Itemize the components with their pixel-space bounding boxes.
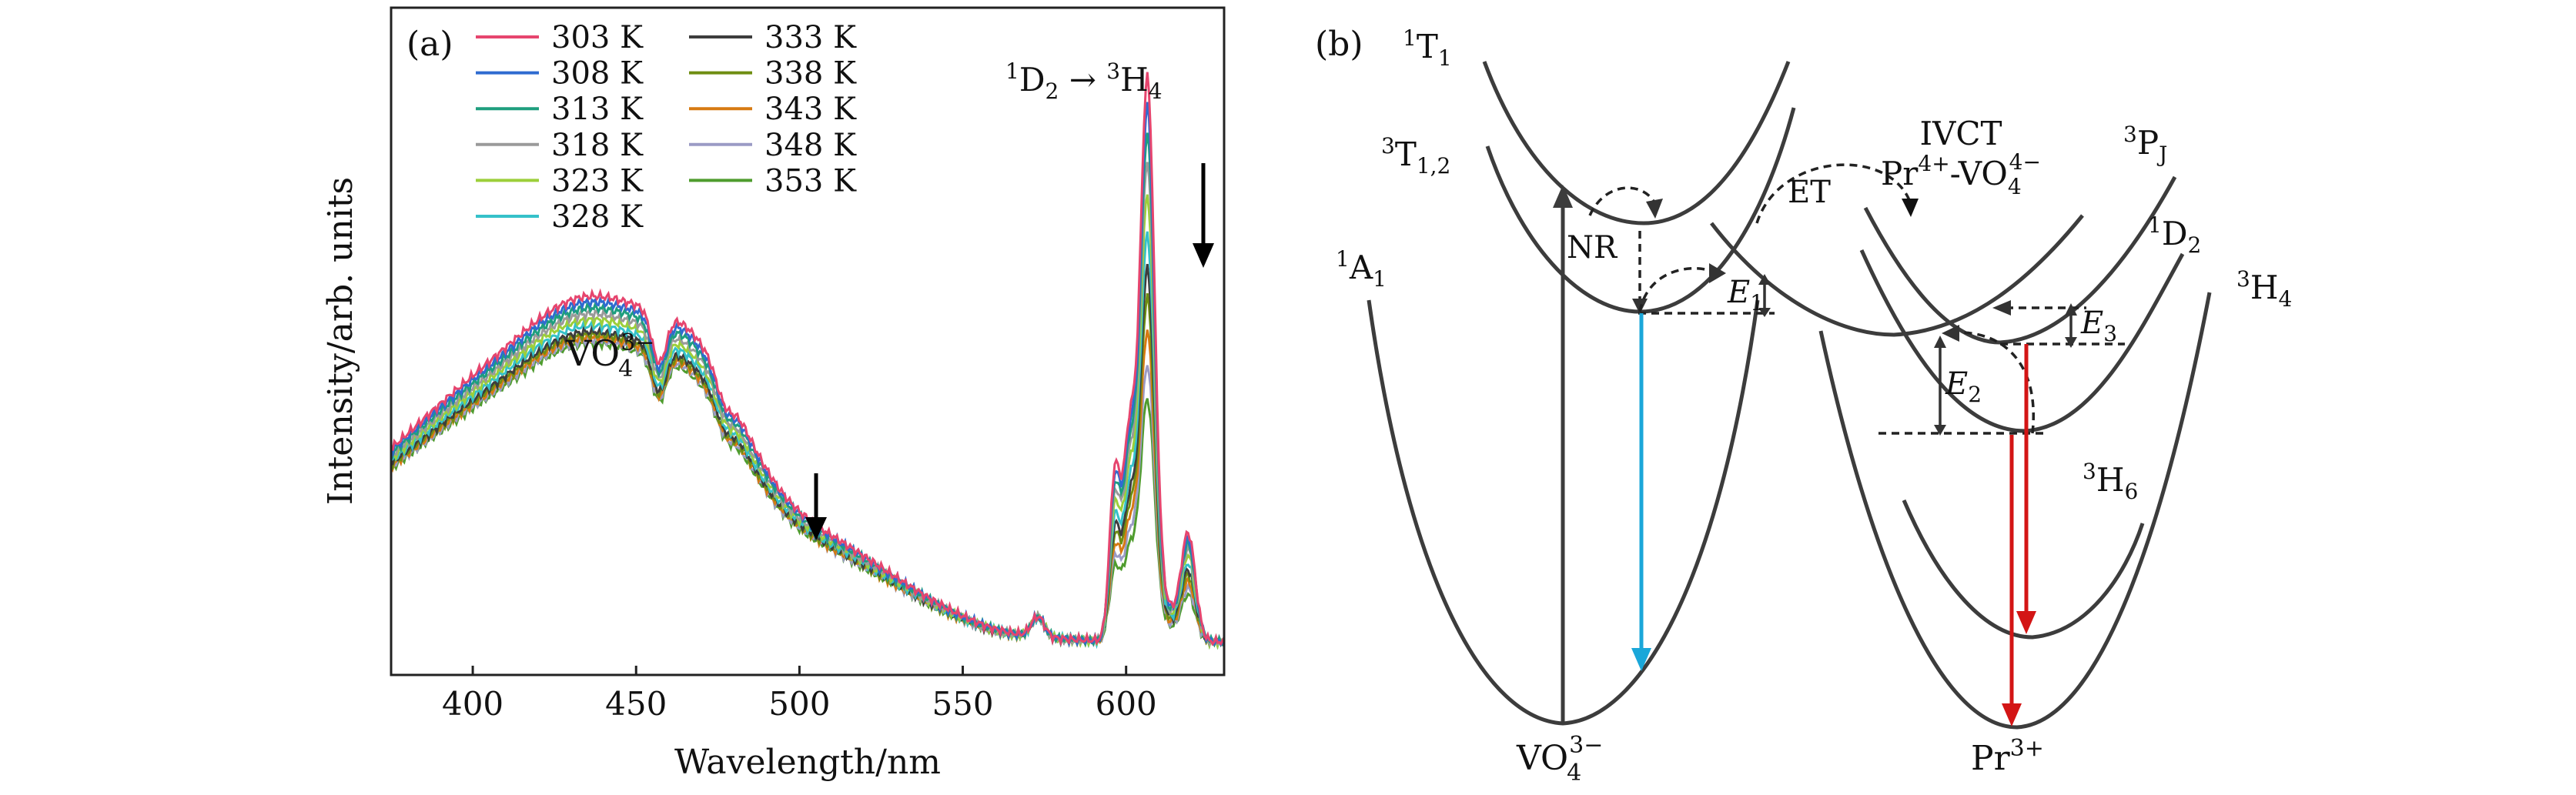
legend-label: 328 K bbox=[551, 199, 644, 235]
label-3H4: 3H4 bbox=[2236, 266, 2292, 312]
arrow-down-icon bbox=[1193, 163, 1214, 268]
legend-label: 343 K bbox=[764, 92, 857, 127]
panel-label-a: (a) bbox=[406, 25, 453, 64]
plot-frame bbox=[390, 6, 1226, 676]
x-tick-label: 450 bbox=[605, 685, 667, 723]
label-3T12: 3T1,2 bbox=[1381, 133, 1450, 179]
curve-3H6 bbox=[1902, 499, 2145, 640]
legend-label: 313 K bbox=[551, 92, 644, 127]
excitation-arrow bbox=[1553, 185, 1573, 722]
label-e2: E2 bbox=[1945, 366, 1982, 407]
panel-label-b: (b) bbox=[1315, 25, 1363, 64]
e3-arrow bbox=[1992, 300, 2086, 348]
et-arrow bbox=[1755, 163, 1919, 224]
legend-label: 323 K bbox=[551, 163, 644, 199]
x-tick-label: 500 bbox=[768, 685, 830, 723]
curve-1T1 bbox=[1482, 61, 1791, 225]
legend-label: 318 K bbox=[551, 128, 644, 163]
curve-1A1 bbox=[1367, 299, 1760, 726]
label-et: ET bbox=[1788, 175, 1831, 210]
vo4-emission-arrow bbox=[1631, 313, 1651, 671]
legend-label: 338 K bbox=[764, 56, 857, 92]
label-1T1: 1T1 bbox=[1403, 25, 1452, 71]
legend-label: 303 K bbox=[551, 20, 644, 55]
label-1A1: 1A1 bbox=[1336, 246, 1387, 292]
pr-emission-arrow-d2 bbox=[2002, 435, 2022, 727]
label-pr-ion: Pr3+ bbox=[1971, 735, 2044, 778]
label-ivct-pair: Pr4+-VO44− bbox=[1881, 149, 2041, 199]
e1-arrow bbox=[1638, 263, 1771, 317]
legend-label: 348 K bbox=[764, 128, 857, 163]
x-ticks: 400 450 500 550 600 bbox=[442, 666, 1157, 723]
arrow-down-icon bbox=[805, 473, 827, 540]
label-3PJ: 3PJ bbox=[2123, 122, 2167, 167]
label-e1: E1 bbox=[1727, 275, 1764, 316]
x-tick-label: 400 bbox=[442, 685, 503, 723]
curve-3PJ bbox=[1863, 175, 2177, 345]
legend-label: 353 K bbox=[764, 163, 857, 199]
pr-emission-arrow-p0 bbox=[2016, 344, 2036, 634]
label-vo4-ion: VO43− bbox=[1516, 732, 1603, 787]
label-1D2: 1D2 bbox=[2148, 212, 2201, 258]
y-axis-label: Intensity/arb. units bbox=[321, 177, 360, 505]
legend-label: 333 K bbox=[764, 20, 857, 55]
curve-3H4 bbox=[1818, 292, 2212, 730]
x-axis-label: Wavelength/nm bbox=[674, 743, 941, 782]
label-nr: NR bbox=[1567, 230, 1618, 266]
legend-label: 308 K bbox=[551, 56, 644, 92]
x-tick-label: 550 bbox=[932, 685, 993, 723]
x-tick-label: 600 bbox=[1096, 685, 1157, 723]
label-e3: E3 bbox=[2080, 306, 2117, 346]
annotation-d2-h4: 1D2 → 3H4 bbox=[1005, 58, 1163, 104]
e2-arrow bbox=[1934, 325, 2035, 436]
label-3H6: 3H6 bbox=[2083, 459, 2138, 504]
label-ivct: IVCT bbox=[1919, 115, 2002, 152]
